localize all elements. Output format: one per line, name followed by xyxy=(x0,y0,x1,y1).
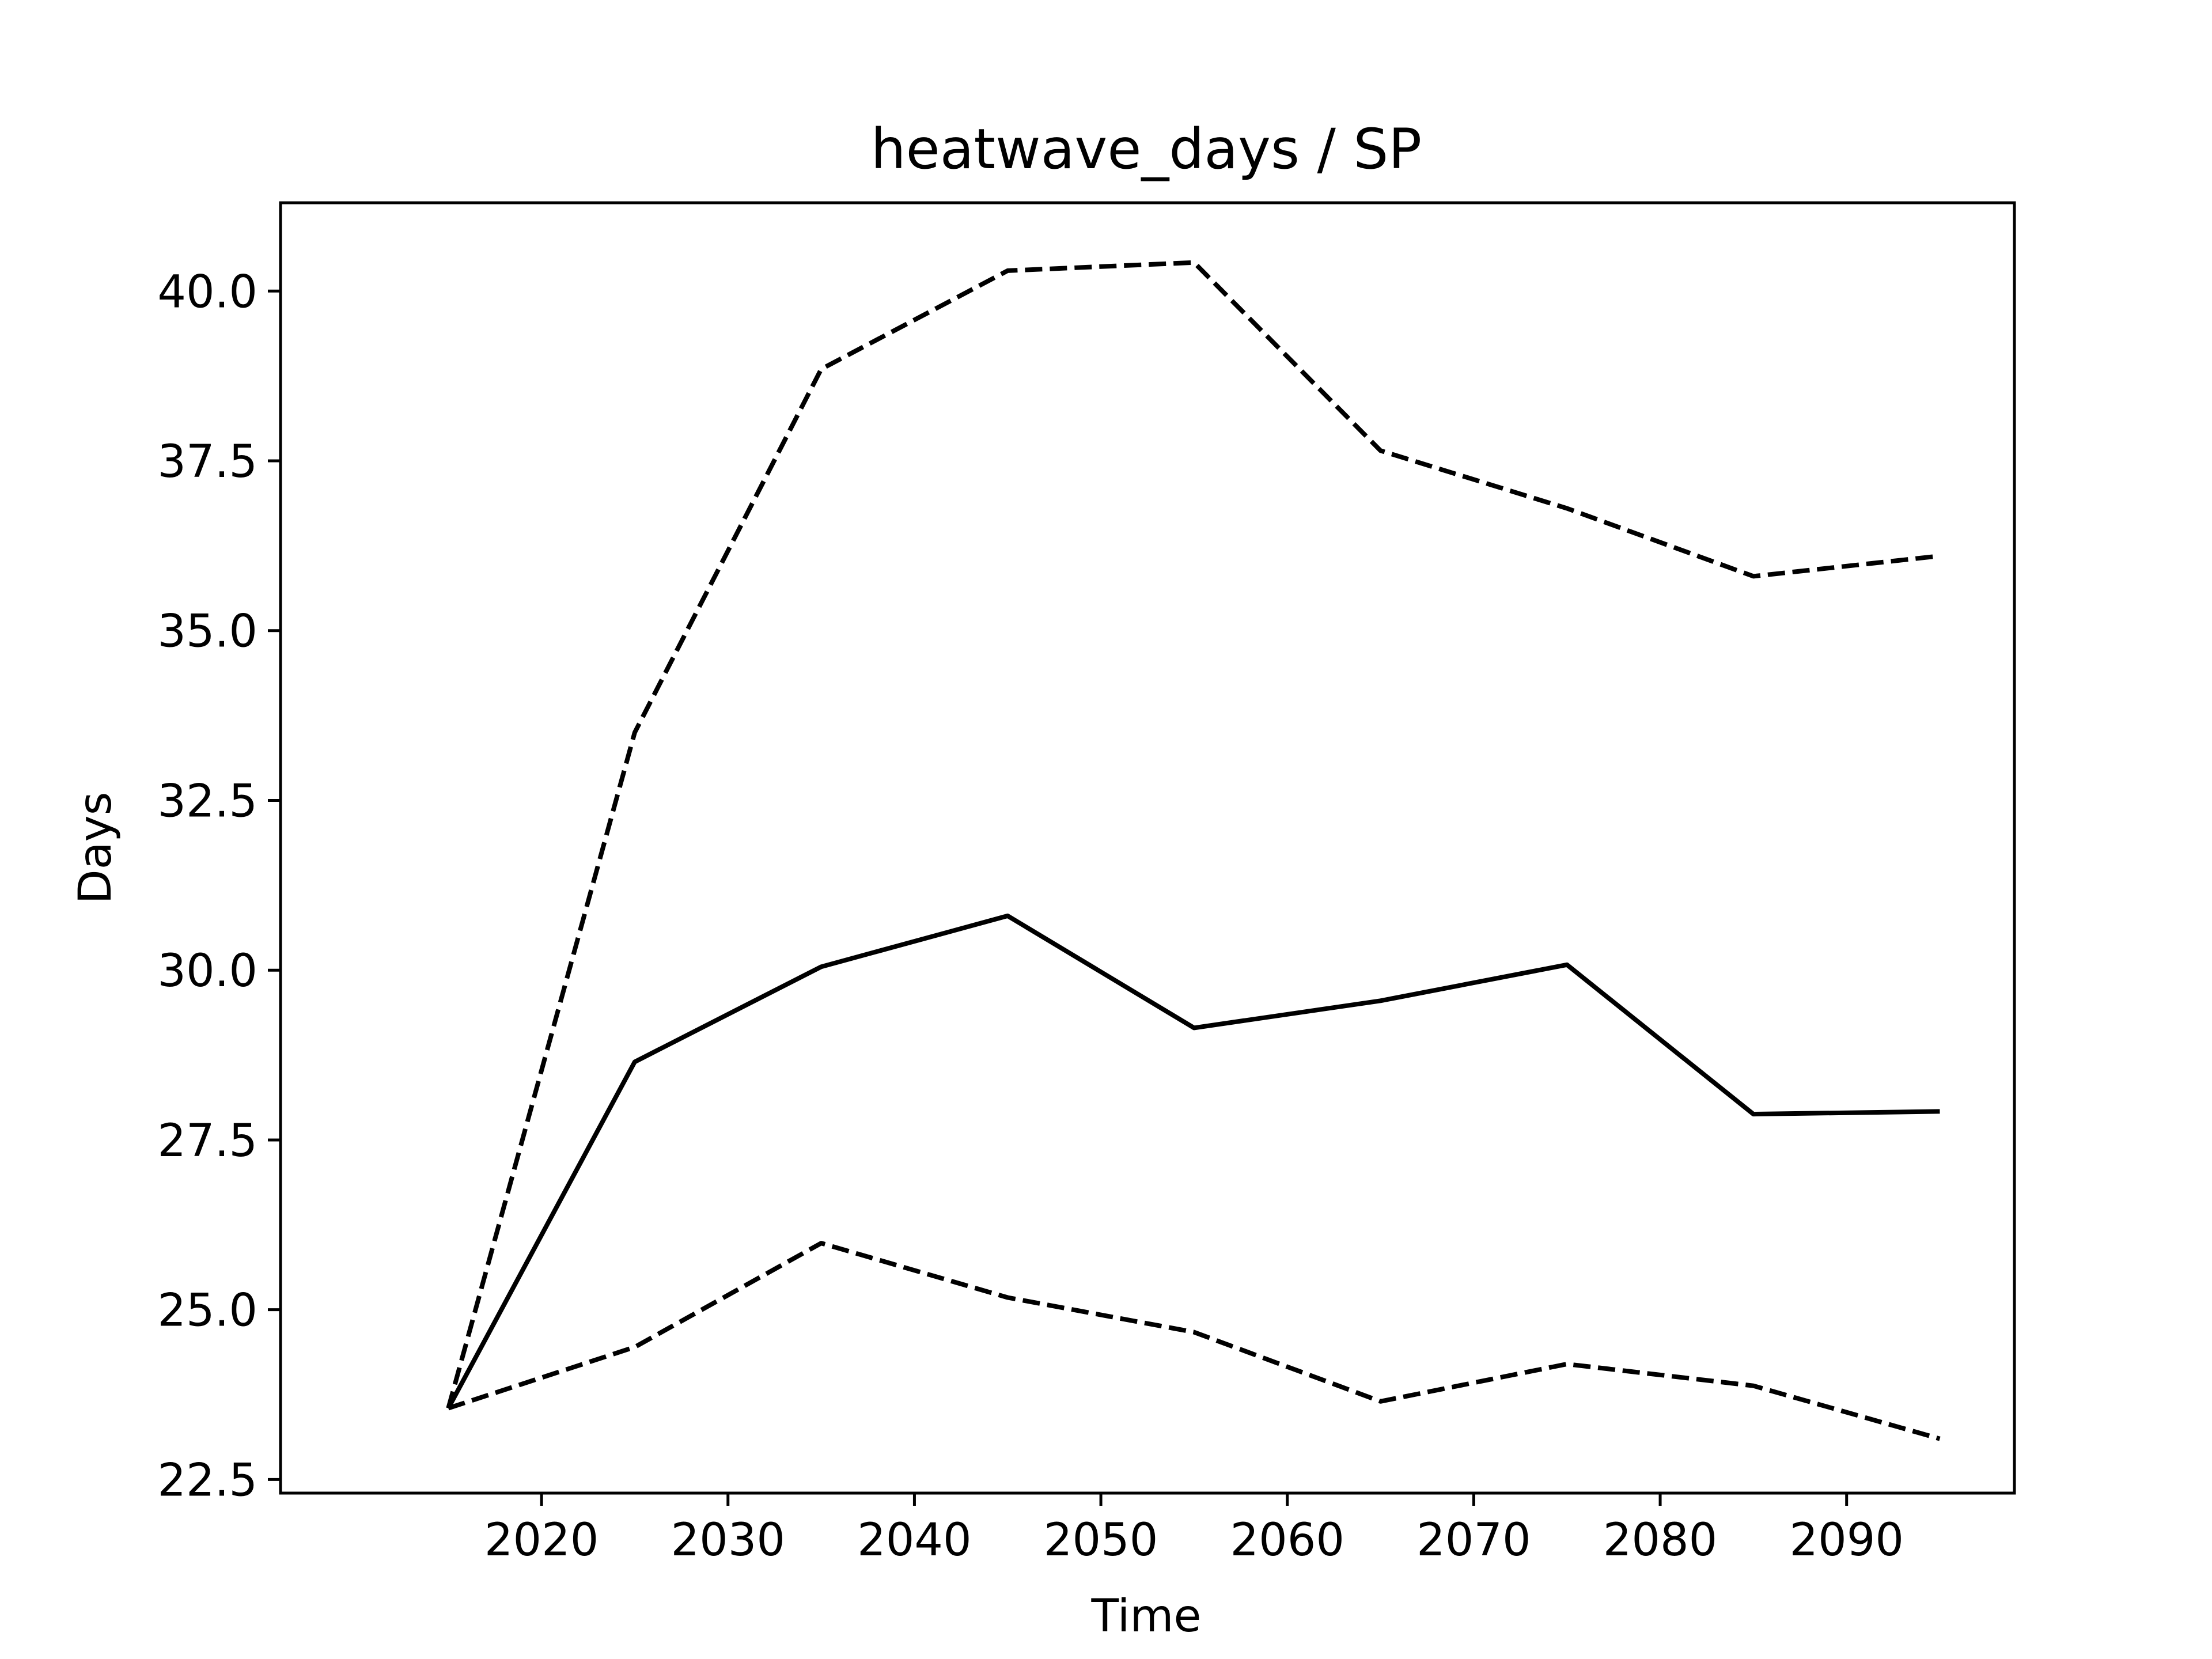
y-tick-label: 22.5 xyxy=(157,1455,257,1506)
y-tick-label: 27.5 xyxy=(157,1115,257,1167)
y-tick-label: 35.0 xyxy=(157,606,257,658)
x-tick-label: 2060 xyxy=(1230,1514,1344,1566)
series-line-3 xyxy=(448,1241,1941,1441)
x-tick-label: 2050 xyxy=(1044,1514,1158,1566)
x-tick-label: 2030 xyxy=(671,1514,786,1566)
y-tick-label: 30.0 xyxy=(157,945,257,997)
y-tick-label: 37.5 xyxy=(157,436,257,488)
y-tick-label: 40.0 xyxy=(157,266,257,318)
x-axis-label: Time xyxy=(1091,1590,1202,1642)
x-tick-label: 2020 xyxy=(484,1514,599,1566)
x-tick-label: 2040 xyxy=(857,1514,972,1566)
y-tick-label: 32.5 xyxy=(157,775,257,827)
x-tick-label: 2070 xyxy=(1416,1514,1531,1566)
series-line-1 xyxy=(446,260,1940,1409)
plot-frame xyxy=(279,201,2016,1495)
tick-layer: 2020 2030 2040 2050 2060 2070 2080 2090 22.5 25.0… xyxy=(157,266,1904,1566)
x-tick-label: 2080 xyxy=(1603,1514,1718,1566)
series-layer xyxy=(446,260,1941,1441)
series-line-2 xyxy=(446,913,1940,1410)
chart-title: heatwave_days / SP xyxy=(871,117,1422,181)
x-tick-label: 2090 xyxy=(1789,1514,1904,1566)
y-tick-label: 25.0 xyxy=(157,1285,257,1337)
y-axis-label: Days xyxy=(70,792,122,904)
